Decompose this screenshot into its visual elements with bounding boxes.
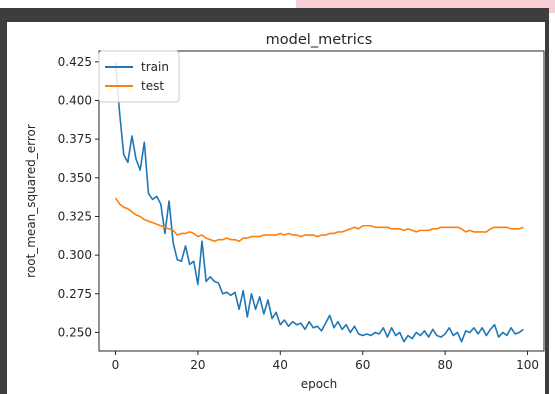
chart-title: model_metrics	[266, 32, 373, 48]
plot-frame	[98, 50, 545, 352]
legend-label-test: test	[141, 79, 164, 93]
y-tick-label: 0.400	[58, 93, 92, 107]
series-line-test	[114, 197, 524, 243]
x-tick-label: 0	[112, 358, 120, 372]
x-axis: 0 20 40 60 80 100	[112, 351, 539, 372]
y-tick-label: 0.325	[58, 209, 92, 223]
y-axis: 0.250 0.275 0.300 0.325 0.350 0.375 0.400 0.425	[58, 55, 99, 339]
x-tick-label: 40	[273, 358, 288, 372]
x-tick-label: 100	[516, 358, 539, 372]
y-tick-label: 0.375	[58, 132, 92, 146]
y-tick-label: 0.250	[58, 325, 92, 339]
x-tick-label: 20	[190, 358, 205, 372]
x-tick-label: 80	[437, 358, 452, 372]
legend-label-train: train	[141, 60, 169, 74]
y-tick-label: 0.425	[58, 55, 92, 69]
y-tick-label: 0.275	[58, 287, 92, 301]
x-tick-label: 60	[355, 358, 370, 372]
series-layer	[114, 61, 524, 343]
y-tick-label: 0.300	[58, 248, 92, 262]
y-axis-label: root_mean_squared_error	[24, 124, 38, 278]
legend-box	[98, 50, 180, 103]
figure-area: 0 20 40 60 80 100 0.250 0.275 0.300 0.325 0.350 0.…	[7, 22, 545, 394]
series-line-train	[114, 61, 524, 343]
legend: train test	[98, 50, 180, 103]
y-tick-label: 0.350	[58, 171, 92, 185]
x-axis-label: epoch	[301, 377, 338, 391]
notebook-output-frame: 0 20 40 60 80 100 0.250 0.275 0.300 0.325 0.350 0.…	[0, 8, 549, 394]
chart: 0 20 40 60 80 100 0.2500.2750.3000.3250.3500.…	[24, 32, 545, 391]
